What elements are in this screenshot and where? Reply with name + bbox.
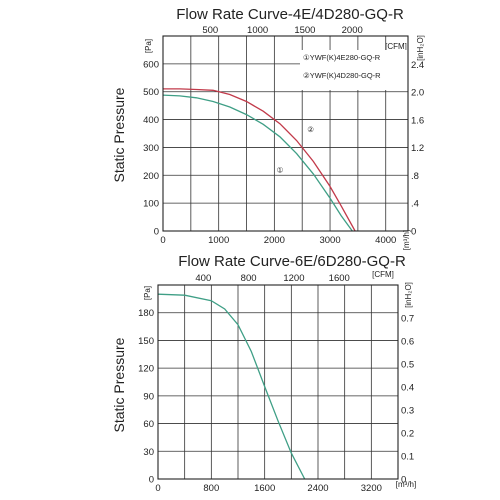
chart-1-legend-item-1: ①YWF(K)4E280-GQ-R xyxy=(303,53,381,62)
y-tick-label-180: 180 xyxy=(138,308,154,319)
chart-1-y-axis-label: Static Pressure xyxy=(111,87,127,182)
y-tick-label-150: 150 xyxy=(138,336,154,347)
chart-1-curve-label-2: ② xyxy=(307,125,314,134)
right-tick-label-0-2: 0.2 xyxy=(401,428,414,439)
top-tick-label-1200: 1200 xyxy=(283,273,304,284)
chart-2-tick-labels: 0 800 1600 2400 3200 0 30 60 90 120 150 180 400 800 12… xyxy=(138,273,414,494)
y-tick-label-0: 0 xyxy=(154,227,159,238)
chart-1-legend: ①YWF(K)4E280-GQ-R ②YWF(K)4D280-GQ-R xyxy=(300,50,410,90)
chart-1-top-unit: [CFM] xyxy=(385,42,407,51)
series-curve-2 xyxy=(163,88,356,232)
chart-1-legend-item-2: ②YWF(K)4D280-GQ-R xyxy=(303,71,381,80)
top-tick-label-2000: 2000 xyxy=(342,25,363,36)
y-tick-label-60: 60 xyxy=(143,419,154,430)
y-tick-label-300: 300 xyxy=(143,143,159,154)
right-tick-label-2-0: 2.0 xyxy=(411,88,424,99)
series-curve-1 xyxy=(157,293,306,480)
chart-6e-6d280: Flow Rate Curve-6E/6D280-GQ-R Static Pre… xyxy=(111,253,416,494)
right-tick-label-1-2: 1.2 xyxy=(411,143,424,154)
top-tick-label-1500: 1500 xyxy=(294,25,315,36)
chart-2-y-axis-label: Static Pressure xyxy=(111,337,127,432)
right-tick-label-0-1: 0.1 xyxy=(401,451,414,462)
y-tick-label-500: 500 xyxy=(143,87,159,98)
chart-2-title: Flow Rate Curve-6E/6D280-GQ-R xyxy=(178,253,406,270)
chart-1-title: Flow Rate Curve-4E/4D280-GQ-R xyxy=(176,6,404,23)
right-tick-label-0: 0 xyxy=(401,475,406,486)
x-tick-label-1000: 1000 xyxy=(208,235,229,246)
chart-2-top-unit: [CFM] xyxy=(372,270,394,279)
chart-1-right-unit: [inH₂O] xyxy=(416,35,425,61)
right-tick-label-0-3: 0.3 xyxy=(401,405,414,416)
right-tick-label-0: 0 xyxy=(411,227,416,238)
x-tick-label-0: 0 xyxy=(160,235,165,246)
y-tick-label-30: 30 xyxy=(143,447,154,458)
y-tick-label-600: 600 xyxy=(143,59,159,70)
y-tick-label-120: 120 xyxy=(138,364,154,375)
right-tick-label-0-5: 0.5 xyxy=(401,359,414,370)
chart-2-left-unit: [Pa] xyxy=(143,286,152,300)
right-tick-label-0-6: 0.6 xyxy=(401,336,414,347)
right-tick-label--8: .8 xyxy=(411,171,419,182)
top-tick-label-1000: 1000 xyxy=(247,25,268,36)
chart-1-tick-labels: 0 1000 2000 3000 4000 0 100 200 300 400 500 600 500 1… xyxy=(143,25,424,246)
chart-1-curves xyxy=(162,88,356,232)
chart-1-curve-label-1: ① xyxy=(277,166,284,175)
right-tick-label-0-7: 0.7 xyxy=(401,313,414,324)
chart-1-bottom-unit: [m³/h] xyxy=(402,230,411,250)
x-tick-label-0: 0 xyxy=(155,483,160,494)
chart-2-gridlines xyxy=(158,285,398,479)
top-tick-label-400: 400 xyxy=(195,273,211,284)
y-tick-label-90: 90 xyxy=(143,391,154,402)
chart-4e-4d280: Flow Rate Curve-4E/4D280-GQ-R Static Pre… xyxy=(111,6,425,250)
x-tick-label-1600: 1600 xyxy=(254,483,275,494)
chart-2-curves xyxy=(157,293,306,480)
right-tick-label-0-4: 0.4 xyxy=(401,382,414,393)
x-tick-label-800: 800 xyxy=(203,483,219,494)
x-tick-label-3200: 3200 xyxy=(361,483,382,494)
chart-2-bottom-unit: [m³/h] xyxy=(396,480,416,489)
top-tick-label-800: 800 xyxy=(241,273,257,284)
y-tick-label-0: 0 xyxy=(149,475,154,486)
right-tick-label--4: .4 xyxy=(411,199,419,210)
y-tick-label-400: 400 xyxy=(143,115,159,126)
right-tick-label-2-4: 2.4 xyxy=(411,60,424,71)
chart-1-left-unit: [Pa] xyxy=(144,39,153,53)
chart-1-curve-labels: ① ② xyxy=(277,125,315,174)
top-tick-label-1600: 1600 xyxy=(329,273,350,284)
chart-1-plot-frame xyxy=(162,35,409,232)
chart-2-right-unit: [inH₂O] xyxy=(404,282,413,308)
top-tick-label-500: 500 xyxy=(202,25,218,36)
x-tick-label-2400: 2400 xyxy=(307,483,328,494)
y-tick-label-200: 200 xyxy=(143,171,159,182)
x-tick-label-4000: 4000 xyxy=(375,235,396,246)
series-curve-1 xyxy=(162,94,353,232)
x-tick-label-3000: 3000 xyxy=(319,235,340,246)
y-tick-label-100: 100 xyxy=(143,199,159,210)
x-tick-label-2000: 2000 xyxy=(264,235,285,246)
chart-2-plot-frame xyxy=(157,284,399,480)
right-tick-label-1-6: 1.6 xyxy=(411,115,424,126)
